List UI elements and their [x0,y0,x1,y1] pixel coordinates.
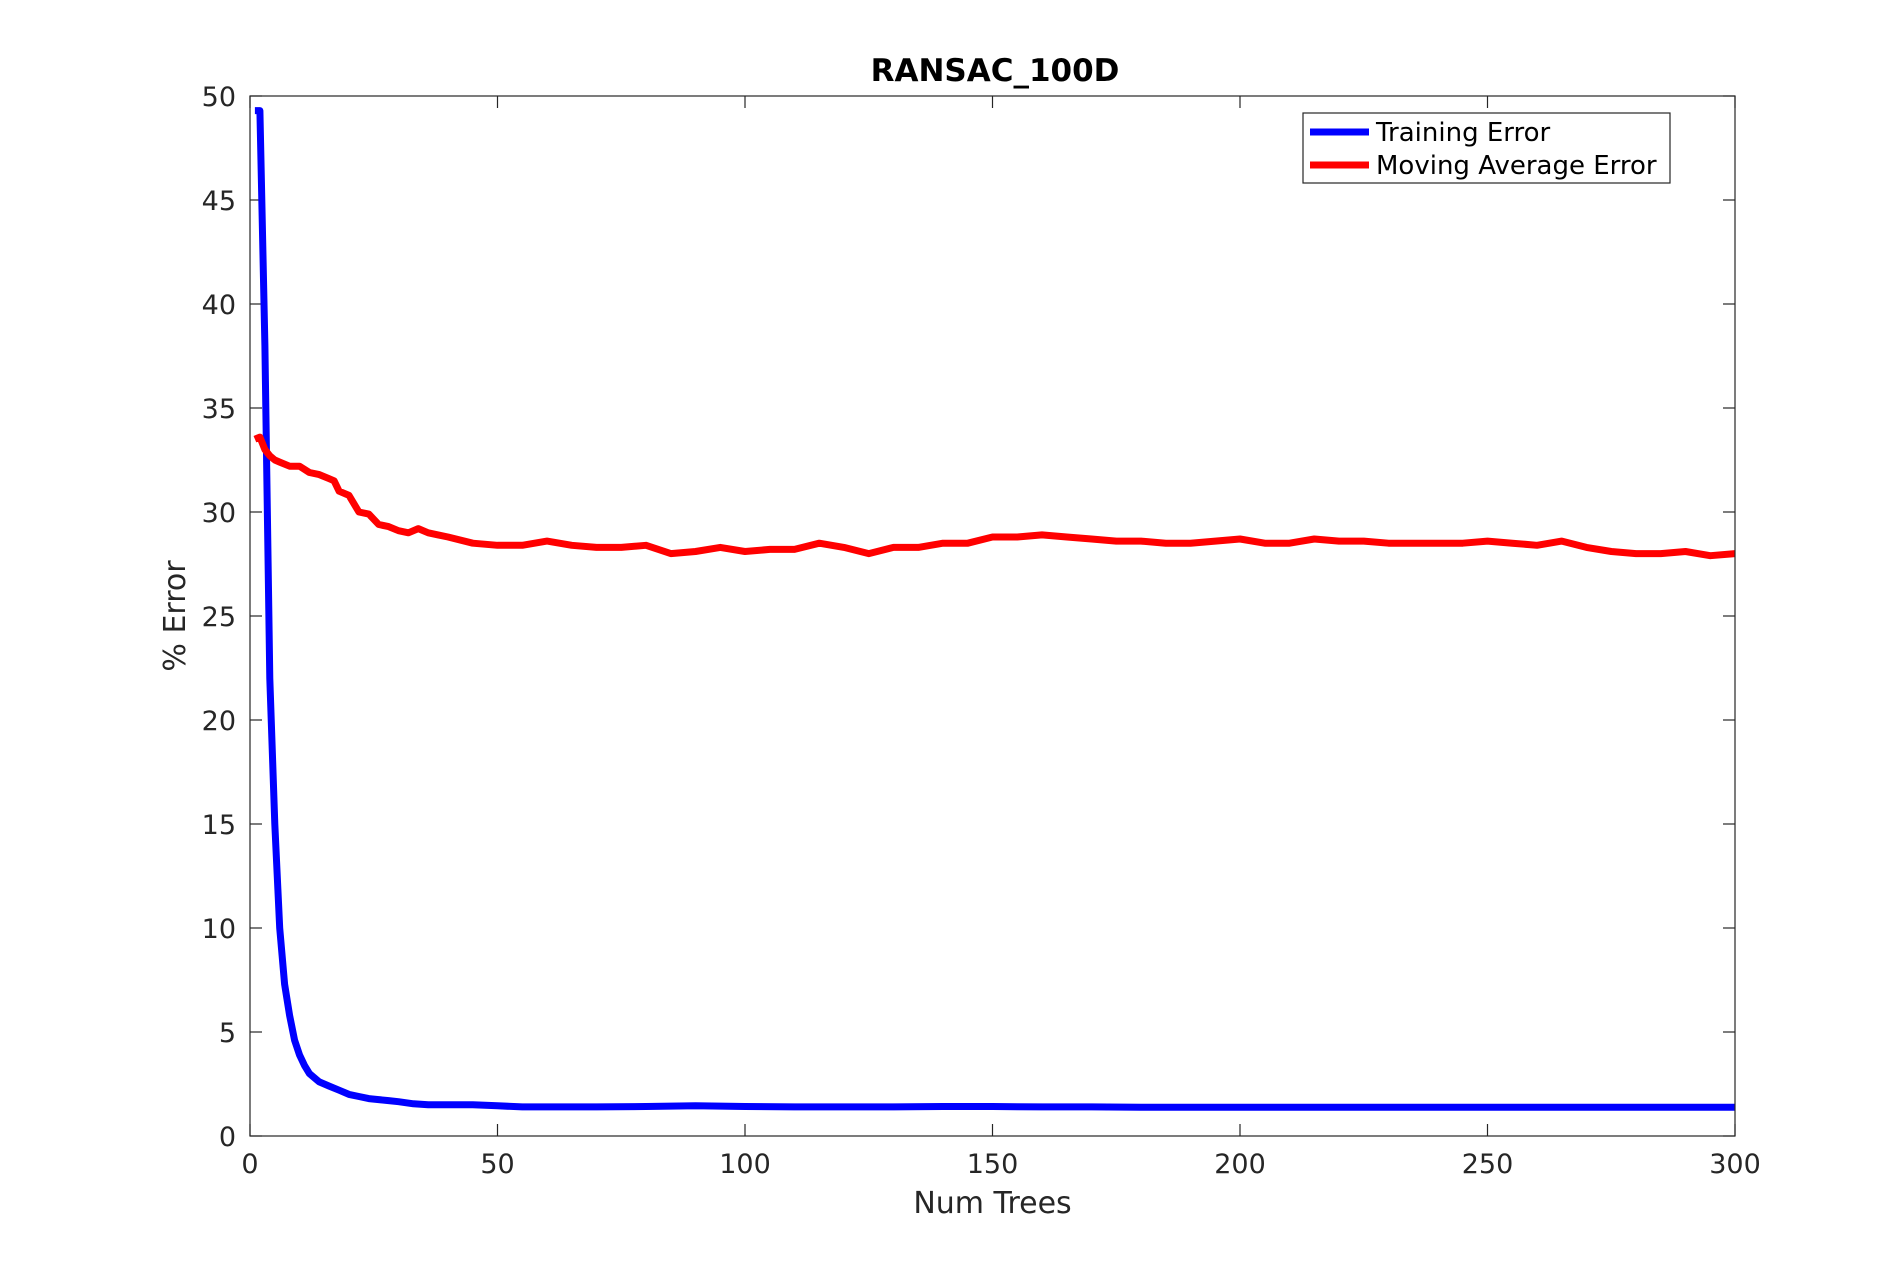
legend-box [1302,112,1671,184]
x-tick-label: 300 [1709,1149,1761,1180]
plot-area-frame [249,95,1736,1137]
y-tick-label: 25 [202,602,236,633]
x-axis-label: Num Trees [913,1186,1071,1221]
y-axis-label: % Error [158,560,193,672]
x-tick-label: 50 [480,1149,514,1180]
x-tick-label: 100 [719,1149,771,1180]
y-tick-label: 50 [202,82,236,113]
x-tick-label: 250 [1462,1149,1514,1180]
y-tick-label: 0 [219,1122,236,1153]
y-tick-label: 40 [202,290,236,321]
y-tick-label: 20 [202,706,236,737]
x-tick-label: 0 [241,1149,258,1180]
chart-title: RANSAC_100D [871,53,1120,89]
series-line-0 [254,107,1735,1111]
series-line-1 [253,433,1736,560]
legend-label: Training Error [1375,118,1551,148]
y-tick-label: 10 [202,914,236,945]
y-tick-label: 30 [202,498,236,529]
y-tick-label: 45 [202,186,236,217]
x-tick-label: 150 [967,1149,1019,1180]
series-lines [253,107,1736,1111]
y-tick-label: 35 [202,394,236,425]
x-tick-label: 200 [1214,1149,1266,1180]
legend-label: Moving Average Error [1376,151,1657,181]
y-tick-label: 5 [219,1018,236,1049]
axis-ticks: 0 50 100 150 200 250 300 0 5 10 15 20 25 30 35 40 45 50 [202,82,1761,1180]
y-tick-label: 15 [202,810,236,841]
